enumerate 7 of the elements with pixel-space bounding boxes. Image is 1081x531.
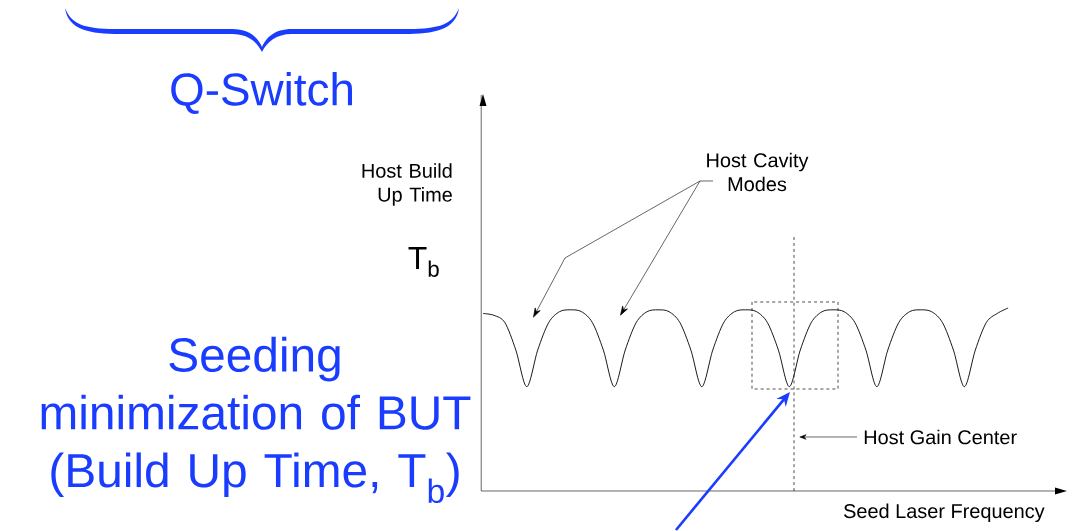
chart-title: Q-Switch <box>171 71 352 114</box>
x-axis-title: Seed Laser Frequency <box>844 503 1045 522</box>
text: Seeding minimization of BUT (Build Up Time, T$_{b}$) <box>41 336 471 503</box>
annotation: Host Gain Center <box>864 429 1017 445</box>
text: Host Build Up Time <box>362 163 452 206</box>
text: Host Cavity Modes <box>707 152 809 192</box>
text: T$_{b}$ <box>408 246 439 277</box>
